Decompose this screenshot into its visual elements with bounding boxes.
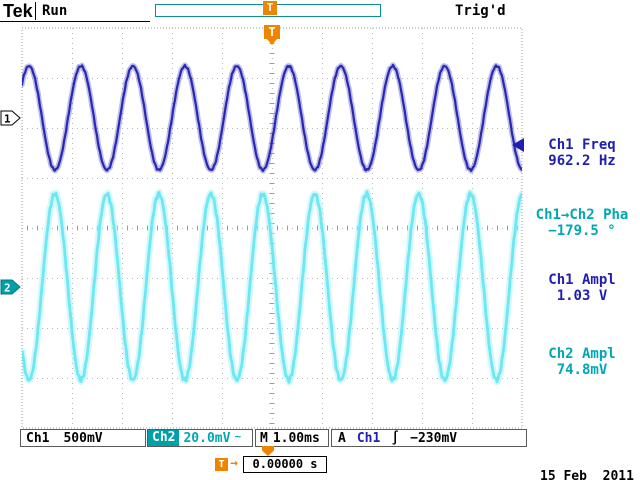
header-underline xyxy=(0,21,150,22)
ch1-marker-label: 1 xyxy=(4,113,11,126)
trigger-position-pointer-icon xyxy=(267,39,277,45)
measurement-label: Ch1 Freq xyxy=(548,137,616,153)
ch1-marker-shape xyxy=(0,110,21,126)
measurement-label: Ch1 Ampl xyxy=(548,272,616,288)
acquisition-status: Run xyxy=(42,3,68,19)
timebase-label: M xyxy=(260,430,268,446)
measurement-ch1-freq: Ch1 Freq 962.2 Hz xyxy=(524,137,640,169)
trigger-position-marker: T xyxy=(264,25,280,39)
horizontal-delay-readout: 0.00000 s xyxy=(243,456,327,473)
ch2-coupling-icon: ~ xyxy=(234,430,242,443)
ch1-ground-marker: 1 xyxy=(0,110,21,126)
waveform-traces xyxy=(22,62,522,386)
trigger-status: Trig'd xyxy=(455,3,506,19)
measurement-label: Ch2 Ampl xyxy=(548,346,616,362)
ch2-marker-shape xyxy=(0,279,21,295)
trigger-slope-icon: ∫ xyxy=(391,430,400,446)
trigger-level-arrow xyxy=(512,138,524,152)
record-trigger-marker: T xyxy=(263,1,277,15)
ch1-scale: 500mV xyxy=(63,430,103,446)
ch2-label-chip: Ch2 xyxy=(148,430,180,446)
tek-logo: Tek xyxy=(3,1,33,21)
header-divider xyxy=(35,2,36,20)
ch2-ground-marker: 2 xyxy=(0,279,21,295)
date-value: 15 Feb 2011 xyxy=(540,469,634,480)
measurement-value: 1.03 V xyxy=(556,288,608,304)
measurement-ch1-ch2-phase: Ch1→Ch2 Pha −179.5 ° xyxy=(524,207,640,239)
right-arrow-icon: → xyxy=(230,456,238,471)
measurement-value: −179.5 ° xyxy=(548,223,616,239)
horizontal-trigger-symbol: T xyxy=(215,458,228,471)
datetime: 15 Feb 2011 17:29:56 xyxy=(540,437,634,480)
timebase-value: 1.00ms xyxy=(272,430,320,446)
measurement-label: Ch1→Ch2 Pha xyxy=(535,207,629,223)
measurement-value: 74.8mV xyxy=(556,362,608,378)
trigger-source: Ch1 xyxy=(356,430,381,446)
trigger-system-label: A xyxy=(338,430,346,446)
trigger-readout: A Ch1 ∫ −230mV xyxy=(331,429,527,447)
ch1-label: Ch1 xyxy=(26,430,50,446)
measurement-value: 962.2 Hz xyxy=(548,153,616,169)
trigger-level-value: −230mV xyxy=(410,430,458,446)
ch2-scale-readout: Ch2 20.0mV ~ xyxy=(147,429,253,447)
measurement-ch2-ampl: Ch2 Ampl 74.8mV xyxy=(524,346,640,378)
timebase-readout: M 1.00ms xyxy=(255,429,329,447)
ch2-marker-label: 2 xyxy=(4,282,11,295)
horizontal-position-marker-icon xyxy=(262,446,274,456)
ch1-scale-readout: Ch1 500mV xyxy=(20,429,146,447)
ch2-scale: 20.0mV xyxy=(183,430,231,446)
measurement-ch1-ampl: Ch1 Ampl 1.03 V xyxy=(524,272,640,304)
